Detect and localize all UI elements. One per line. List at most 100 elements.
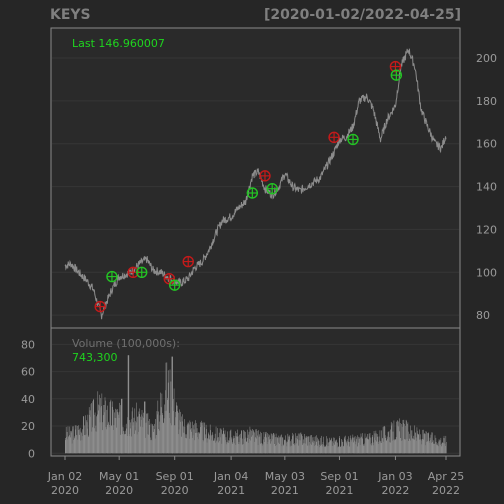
volume-bar: [389, 442, 390, 454]
volume-bar: [235, 431, 236, 454]
volume-bar: [101, 406, 102, 454]
volume-bar: [446, 442, 447, 454]
volume-bar: [313, 436, 315, 454]
volume-bar: [105, 427, 107, 454]
volume-bar: [440, 437, 442, 454]
volume-bar: [88, 435, 90, 454]
volume-bar: [406, 438, 408, 454]
volume-bar: [68, 436, 69, 454]
volume-bar: [216, 441, 217, 454]
volume-bar: [151, 440, 153, 454]
volume-bar: [346, 440, 348, 454]
volume-bar: [161, 393, 163, 454]
volume-bar: [170, 423, 171, 454]
volume-bar: [402, 440, 403, 454]
volume-bar: [241, 438, 243, 454]
volume-bar: [294, 443, 295, 454]
volume-bar: [403, 419, 405, 454]
volume-bar: [372, 435, 373, 454]
volume-bar: [91, 403, 92, 454]
volume-bar: [420, 434, 421, 454]
volume-bar: [199, 422, 201, 454]
volume-bar: [239, 444, 241, 454]
volume-bar: [292, 444, 294, 454]
volume-bar: [124, 433, 125, 454]
volume-bar: [130, 422, 132, 454]
volume-bar: [193, 425, 194, 454]
volume-bar: [211, 440, 212, 454]
volume-bar: [336, 442, 338, 454]
volume-bar: [302, 436, 303, 454]
buy-marker: [168, 279, 181, 291]
x-tick-label-year: 2020: [105, 484, 133, 497]
volume-bar: [223, 427, 224, 454]
volume-bar: [274, 444, 276, 454]
volume-bar: [192, 421, 193, 454]
volume-bar: [441, 442, 443, 454]
volume-bar: [240, 433, 241, 454]
volume-bar: [185, 437, 187, 454]
volume-bar: [82, 429, 83, 454]
volume-bar: [75, 425, 77, 454]
volume-bar: [259, 436, 261, 454]
volume-bar: [89, 410, 91, 454]
volume-bar: [307, 445, 308, 454]
volume-bar: [244, 431, 245, 454]
volume-bar: [367, 439, 369, 454]
volume-bar: [260, 443, 261, 454]
volume-bar: [405, 425, 406, 454]
volume-bar: [147, 434, 148, 454]
volume-bar: [394, 439, 396, 454]
volume-bar: [438, 441, 439, 454]
volume-bar: [315, 436, 316, 454]
volume-bar: [421, 440, 422, 454]
volume-bar: [156, 435, 157, 454]
volume-bar: [367, 434, 368, 454]
volume-bar: [236, 436, 237, 454]
volume-bar: [367, 439, 368, 454]
volume-bar: [196, 432, 197, 454]
volume-bar: [266, 437, 267, 454]
volume-bar: [153, 429, 155, 454]
volume-bar: [145, 422, 147, 454]
volume-bar: [316, 435, 317, 454]
volume-bar: [427, 433, 428, 454]
volume-bar: [376, 434, 378, 454]
volume-bar: [182, 432, 184, 454]
price-y-axis: 80 100 120 140 160 180 200: [476, 52, 497, 322]
volume-bar: [269, 439, 270, 454]
volume-bar: [306, 437, 308, 454]
volume-bar: [287, 433, 289, 454]
volume-bar: [256, 438, 257, 454]
volume-bar: [413, 439, 415, 454]
volume-bar: [246, 438, 248, 454]
volume-bar: [371, 436, 373, 454]
volume-bar: [103, 405, 104, 454]
volume-bar: [348, 436, 349, 454]
price-panel: 80 100 120 140 160 180 200 Last 146.960007: [50, 27, 497, 329]
volume-bar: [89, 415, 90, 454]
volume-bar: [382, 438, 383, 454]
volume-bar: [106, 424, 108, 454]
volume-bar: [201, 420, 202, 454]
volume-bar: [432, 440, 434, 454]
volume-bar: [243, 430, 245, 454]
volume-bar: [300, 432, 302, 454]
volume-bar: [218, 432, 220, 454]
volume-bar: [394, 439, 395, 454]
volume-bar: [237, 429, 238, 454]
volume-bar: [295, 433, 296, 454]
volume-bar: [289, 446, 291, 454]
volume-bar: [407, 424, 408, 454]
volume-bar: [77, 426, 78, 454]
volume-bar: [116, 411, 118, 454]
volume-bar: [442, 443, 444, 454]
volume-bar: [324, 446, 326, 454]
volume-bar: [138, 411, 140, 454]
volume-bar: [390, 429, 391, 454]
volume-bar: [105, 400, 106, 454]
volume-bar: [104, 405, 105, 454]
volume-bar: [176, 402, 177, 454]
volume-bar: [188, 424, 190, 454]
